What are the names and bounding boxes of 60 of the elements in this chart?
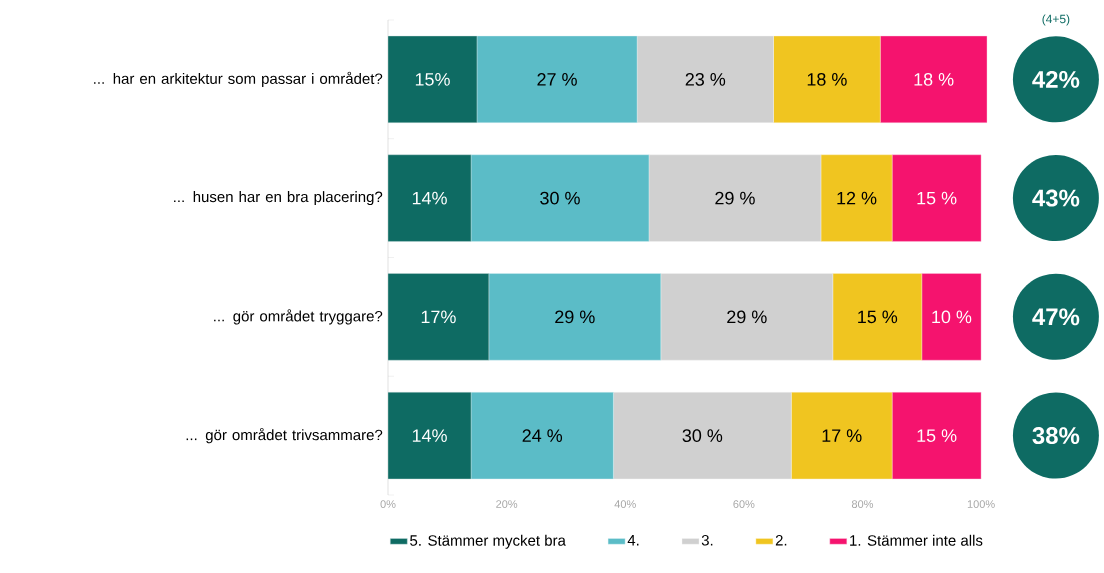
bar xyxy=(387,154,472,242)
bar xyxy=(891,392,982,480)
bar xyxy=(820,154,893,242)
bar xyxy=(891,154,982,242)
legend-label: 1. Stämmer inte alls xyxy=(850,534,983,546)
data-label: 18 % xyxy=(807,73,847,86)
bar xyxy=(660,273,834,361)
legend-label: 2. xyxy=(775,535,787,546)
y-tick-label: ... husen har en bra placering? xyxy=(174,191,383,206)
bar xyxy=(488,273,662,361)
bar xyxy=(791,392,893,480)
data-label: 24 % xyxy=(522,429,563,442)
data-label: 29 % xyxy=(555,310,595,324)
data-label: 30 % xyxy=(540,191,580,205)
bar xyxy=(476,35,638,123)
y-tick-label: ... gör området tryggare? xyxy=(214,309,383,325)
data-label: 17 % xyxy=(822,429,862,442)
x-tick-label: 80% xyxy=(851,500,874,508)
data-label: 10 % xyxy=(932,310,972,324)
text: (4+5) xyxy=(1042,14,1070,26)
data-label: 12 % xyxy=(837,191,877,205)
bar xyxy=(880,35,988,123)
bar xyxy=(832,273,922,361)
data-label: 14% xyxy=(412,191,447,205)
bar xyxy=(773,35,881,123)
data-label: 23 % xyxy=(685,73,726,86)
bar xyxy=(470,392,614,480)
data-label: 17% xyxy=(421,310,456,324)
data-label: 27 % xyxy=(537,73,577,86)
y-tick-label: ... gör området trivsammare? xyxy=(186,428,383,444)
legend-label: 4. xyxy=(627,535,639,546)
text: 43% xyxy=(1032,189,1080,207)
data-label: 15 % xyxy=(917,191,957,205)
data-label: 14% xyxy=(412,429,447,442)
legend-label: 3. xyxy=(701,535,713,546)
data-label: 18 % xyxy=(914,73,954,86)
bar xyxy=(921,273,982,361)
bar xyxy=(636,35,774,123)
bar xyxy=(387,273,490,361)
data-label: 15 % xyxy=(917,429,957,442)
y-tick-label: ... har en arkitektur som passar i området? xyxy=(94,71,383,87)
x-tick-label: 60% xyxy=(733,500,755,508)
bar xyxy=(648,154,822,242)
x-tick-label: 40% xyxy=(614,500,636,508)
x-tick-label: 0% xyxy=(380,500,396,508)
data-label: 15 % xyxy=(858,310,898,324)
data-label: 29 % xyxy=(727,310,767,324)
legend-label: 5. Stämmer mycket bra xyxy=(410,534,566,549)
bar xyxy=(387,35,478,123)
x-tick-label: 100% xyxy=(967,500,995,508)
text: 42% xyxy=(1032,70,1080,88)
text: 47% xyxy=(1032,308,1080,326)
x-tick-label: 20% xyxy=(496,500,518,508)
bar xyxy=(387,392,472,480)
data-label: 29 % xyxy=(715,191,755,205)
bar xyxy=(613,392,792,480)
data-label: 15% xyxy=(415,73,450,86)
data-label: 30 % xyxy=(682,429,723,442)
bar xyxy=(470,154,650,242)
text: 38% xyxy=(1032,427,1080,445)
